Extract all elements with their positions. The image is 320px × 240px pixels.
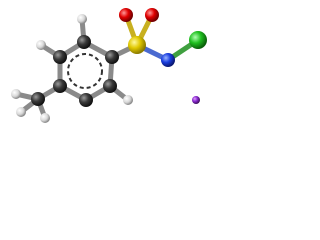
atoms xyxy=(11,8,207,123)
page xyxy=(11,8,207,123)
molecule-model xyxy=(11,8,207,123)
